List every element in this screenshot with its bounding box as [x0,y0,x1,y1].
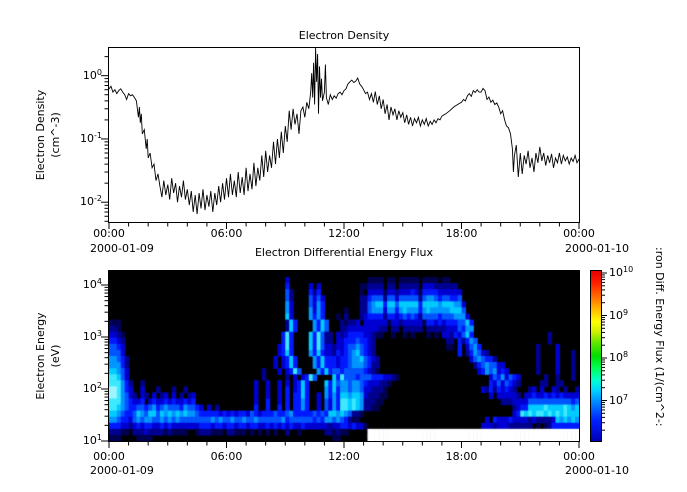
density-panel-title: Electron Density [298,29,390,42]
date-label-top-right: 2000-01-10 [565,242,629,255]
density-xtick-label: 00:00 [93,227,125,240]
colorbar-tick-label: 1010 [609,265,633,279]
density-trace-line [108,47,580,215]
energy-ytick-label: 101 [44,433,102,447]
tick-base: 10 [80,195,95,209]
tick-base: 10 [82,278,97,291]
date-label-top-left: 2000-01-09 [90,242,154,255]
tick-exponent: 7 [623,392,629,402]
tick-base: 10 [82,434,97,447]
date-label-bottom-right: 2000-01-10 [565,464,629,477]
tick-exponent: 1 [96,433,102,442]
tick-base: 10 [82,382,97,395]
tick-exponent: 10 [623,265,634,274]
density-xtick-label: 18:00 [445,227,478,240]
tick-exponent: 9 [623,307,629,317]
flux-xtick-label: 12:00 [328,450,360,463]
tick-base: 10 [609,266,623,279]
density-trace-svg [108,47,580,215]
tick-base: 10 [82,68,97,82]
colorbar-axis-label: :ron Diff. Energy Flux (1/(cm^2-: [653,247,666,427]
flux-xtick-label: 00:00 [93,450,125,463]
tick-exponent: -2 [94,194,102,204]
density-ytick-label: 10-2 [44,194,102,208]
colorbar-tick-label: 107 [609,393,628,407]
energy-ytick-label: 104 [44,277,102,291]
tick-exponent: 4 [96,277,102,286]
energy-ytick-label: 102 [44,381,102,395]
colorbar-tick-label: 108 [609,350,628,364]
density-ytick-label: 10-1 [44,131,102,145]
density-ytick-label: 100 [44,68,102,82]
density-xtick-label: 00:00 [563,227,595,240]
density-xtick-label: 06:00 [210,227,243,240]
tick-base: 10 [609,351,623,364]
flux-xtick-label: 18:00 [445,450,478,463]
flux-xtick-label: 00:00 [563,450,595,463]
date-label-bottom-left: 2000-01-09 [90,464,154,477]
spectrogram-image [109,271,579,441]
energy-y-axis-label-line2: (eV) [49,344,62,368]
density-xtick-label: 12:00 [328,227,360,240]
colorbar-tick-label: 109 [609,308,628,322]
energy-y-axis-label-line1: Electron Energy [34,312,47,400]
flux-xtick-label: 06:00 [210,450,243,463]
flux-panel-title: Electron Differential Energy Flux [254,246,434,259]
tick-exponent: 8 [623,350,629,359]
tick-exponent: 0 [96,67,102,77]
tick-exponent: -1 [94,130,102,140]
energy-ytick-label: 103 [44,329,102,343]
tick-exponent: 2 [96,381,102,390]
tick-base: 10 [80,131,95,145]
tick-base: 10 [609,308,623,322]
tick-exponent: 3 [96,329,102,338]
colorbar [590,270,602,442]
tick-base: 10 [82,330,97,343]
energy-y-axis-label: Electron Energy (eV) [33,285,65,427]
tick-base: 10 [609,393,623,407]
